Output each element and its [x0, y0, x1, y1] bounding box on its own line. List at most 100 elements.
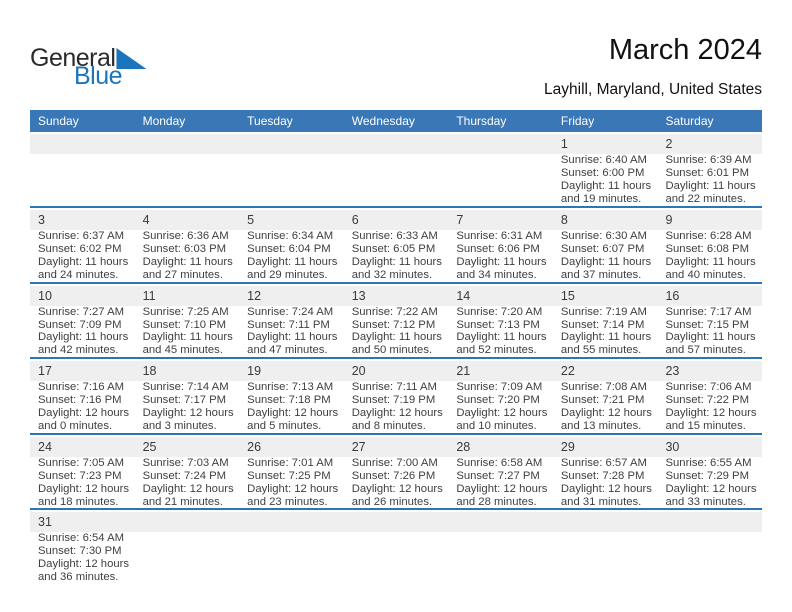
weekday-header-row: Sunday Monday Tuesday Wednesday Thursday Frid…: [30, 110, 762, 133]
daylight-line-1: Daylight: 11 hours: [456, 255, 547, 268]
daylight-line-1: Daylight: 11 hours: [247, 331, 338, 344]
day-cell-15: 15 Sunrise: 7:19 AM Sunset: 7:14 PM Dayligh…: [552, 285, 658, 358]
day-cell-12: 12 Sunrise: 7:24 AM Sunset: 7:11 PM Dayligh…: [239, 285, 344, 358]
sunrise-line: Sunrise: 7:14 AM: [142, 381, 229, 394]
page-title: March 2024: [608, 34, 762, 66]
daylight-line-2: and 21 minutes.: [142, 495, 223, 508]
day-cell-7: 7 Sunrise: 6:31 AM Sunset: 6:06 PM Daylight…: [448, 209, 553, 282]
sunset-line: Sunset: 7:23 PM: [38, 469, 122, 482]
daylight-line-1: Daylight: 12 hours: [142, 482, 234, 495]
day-number: [343, 512, 449, 533]
sunset-line: Sunset: 6:03 PM: [142, 242, 227, 255]
sunrise-line: Sunrise: 7:08 AM: [560, 381, 647, 394]
daylight-line-1: Daylight: 12 hours: [38, 482, 130, 495]
day-number: 15: [552, 285, 658, 306]
daylight-line-2: and 10 minutes.: [456, 419, 537, 432]
daylight-line-2: and 3 minutes.: [142, 419, 217, 432]
day-cell-empty: [134, 512, 240, 584]
sunrise-line: Sunrise: 7:16 AM: [38, 381, 125, 394]
daylight-line-1: Daylight: 11 hours: [142, 331, 233, 344]
sunrise-line: Sunrise: 7:25 AM: [142, 305, 229, 318]
day-cell-16: 16 Sunrise: 7:17 AM Sunset: 7:15 PM Dayligh…: [657, 285, 763, 358]
day-cell-empty: [134, 134, 240, 206]
daylight-line-2: and 22 minutes.: [665, 193, 746, 206]
day-number: [239, 512, 344, 533]
day-cell-26: 26 Sunrise: 7:01 AM Sunset: 7:25 PM Dayligh…: [239, 436, 344, 509]
day-cell-2: 2 Sunrise: 6:39 AM Sunset: 6:01 PM Daylight…: [657, 134, 763, 206]
daylight-line-1: Daylight: 12 hours: [351, 482, 443, 495]
day-number: 30: [657, 436, 763, 457]
day-cell-20: 20 Sunrise: 7:11 AM Sunset: 7:19 PM Dayligh…: [343, 361, 449, 433]
sunrise-line: Sunrise: 7:00 AM: [351, 456, 438, 469]
daylight-line-1: Daylight: 12 hours: [247, 482, 339, 495]
general-blue-logo: General Blue: [30, 46, 147, 90]
sunset-line: Sunset: 6:02 PM: [38, 242, 122, 255]
day-number: 20: [343, 361, 449, 382]
daylight-line-1: Daylight: 12 hours: [38, 558, 130, 571]
daylight-line-2: and 18 minutes.: [38, 495, 119, 508]
day-number: 10: [30, 285, 135, 306]
sunrise-line: Sunrise: 7:01 AM: [247, 456, 334, 469]
sunrise-line: Sunrise: 7:03 AM: [142, 456, 229, 469]
daylight-line-2: and 37 minutes.: [560, 268, 642, 281]
daylight-line-1: Daylight: 11 hours: [665, 180, 756, 193]
day-number: [239, 134, 344, 155]
day-cell-28: 28 Sunrise: 6:58 AM Sunset: 7:27 PM Dayligh…: [448, 436, 553, 509]
daylight-line-1: Daylight: 11 hours: [560, 331, 652, 344]
daylight-line-2: and 0 minutes.: [38, 419, 113, 432]
daylight-line-1: Daylight: 12 hours: [665, 407, 757, 420]
day-cell-empty: [239, 134, 344, 206]
week-row-4: 17 Sunrise: 7:16 AM Sunset: 7:16 PM Dayligh…: [30, 361, 763, 435]
sunset-line: Sunset: 7:16 PM: [38, 394, 122, 407]
sunrise-line: Sunrise: 6:55 AM: [665, 456, 752, 469]
day-cell-24: 24 Sunrise: 7:05 AM Sunset: 7:23 PM Dayligh…: [30, 436, 135, 509]
sunset-line: Sunset: 7:21 PM: [560, 394, 645, 407]
day-number: [552, 512, 658, 533]
daylight-line-2: and 28 minutes.: [456, 495, 537, 508]
sunrise-line: Sunrise: 6:37 AM: [38, 229, 125, 242]
week-row-2: 3 Sunrise: 6:37 AM Sunset: 6:02 PM Daylight…: [30, 209, 763, 284]
daylight-line-2: and 33 minutes.: [665, 495, 746, 508]
daylight-line-2: and 45 minutes.: [142, 344, 223, 357]
day-number: 1: [552, 134, 658, 155]
sunset-line: Sunset: 7:22 PM: [665, 394, 749, 407]
page-header: General Blue March 2024 Layhill, Marylan…: [30, 34, 762, 99]
day-cell-11: 11 Sunrise: 7:25 AM Sunset: 7:10 PM Dayligh…: [134, 285, 240, 358]
day-cell-25: 25 Sunrise: 7:03 AM Sunset: 7:24 PM Dayligh…: [134, 436, 240, 509]
logo-line-1: General: [30, 46, 147, 71]
sunset-line: Sunset: 7:30 PM: [38, 545, 122, 558]
sunrise-line: Sunrise: 6:54 AM: [38, 532, 125, 545]
day-cell-5: 5 Sunrise: 6:34 AM Sunset: 6:04 PM Daylight…: [239, 209, 344, 282]
daylight-line-1: Daylight: 12 hours: [665, 482, 757, 495]
weekday-saturday: Saturday: [665, 114, 714, 129]
day-number: 6: [343, 209, 449, 230]
daylight-line-1: Daylight: 11 hours: [351, 331, 442, 344]
day-cell-empty: [552, 512, 658, 584]
sunset-line: Sunset: 6:00 PM: [560, 167, 645, 180]
day-cell-8: 8 Sunrise: 6:30 AM Sunset: 6:07 PM Daylight…: [552, 209, 658, 282]
day-cell-empty: [657, 512, 763, 584]
daylight-line-2: and 23 minutes.: [247, 495, 328, 508]
day-number: [134, 134, 240, 155]
day-cell-4: 4 Sunrise: 6:36 AM Sunset: 6:03 PM Daylight…: [134, 209, 240, 282]
sunrise-line: Sunrise: 7:17 AM: [665, 305, 752, 318]
day-cell-empty: [343, 512, 449, 584]
sunset-line: Sunset: 6:08 PM: [665, 242, 749, 255]
daylight-line-1: Daylight: 12 hours: [456, 407, 548, 420]
daylight-line-1: Daylight: 11 hours: [560, 255, 652, 268]
daylight-line-2: and 36 minutes.: [38, 571, 119, 584]
logo-text-blue: Blue: [74, 62, 123, 90]
daylight-line-1: Daylight: 11 hours: [560, 180, 652, 193]
daylight-line-2: and 47 minutes.: [247, 344, 328, 357]
day-number: 4: [134, 209, 240, 230]
daylight-line-2: and 8 minutes.: [351, 419, 426, 432]
day-cell-29: 29 Sunrise: 6:57 AM Sunset: 7:28 PM Dayligh…: [552, 436, 658, 509]
weekday-tuesday: Tuesday: [247, 114, 293, 129]
day-number: 26: [239, 436, 344, 457]
day-number: 16: [657, 285, 763, 306]
daylight-line-1: Daylight: 12 hours: [560, 482, 652, 495]
sunset-line: Sunset: 7:14 PM: [560, 318, 645, 331]
sunrise-line: Sunrise: 6:30 AM: [560, 229, 647, 242]
sunset-line: Sunset: 6:06 PM: [456, 242, 540, 255]
